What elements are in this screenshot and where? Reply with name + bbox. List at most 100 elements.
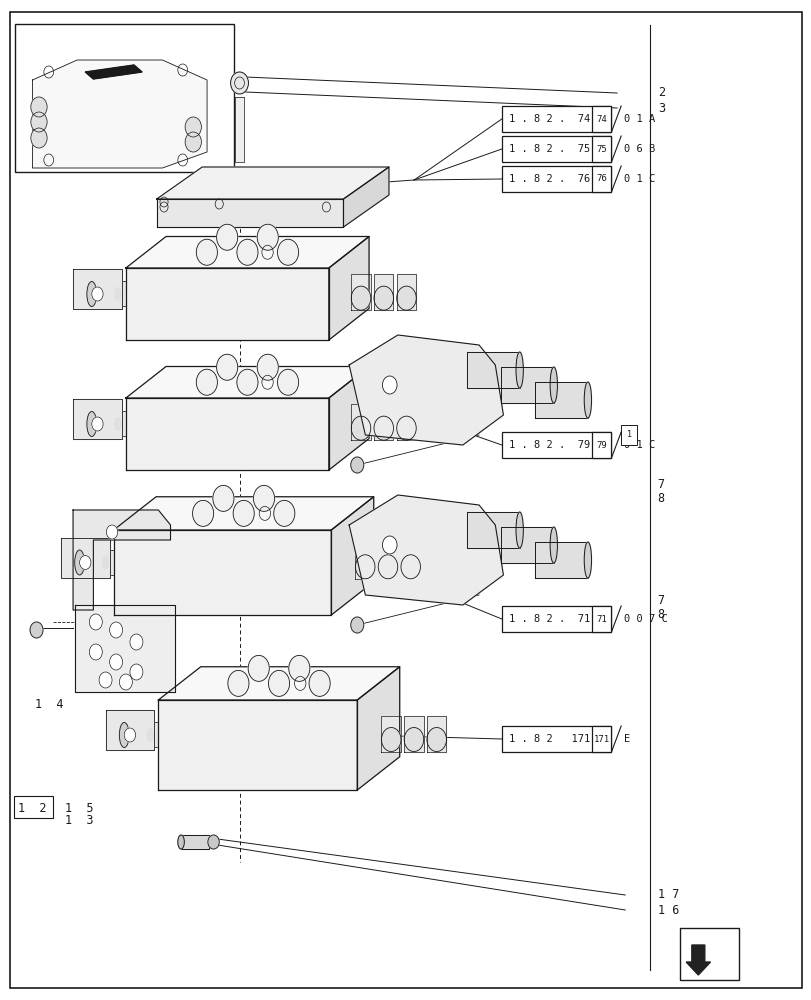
Polygon shape	[331, 497, 373, 615]
Circle shape	[109, 654, 122, 670]
Circle shape	[237, 369, 258, 395]
Polygon shape	[126, 398, 328, 470]
Bar	[92, 281, 126, 306]
Circle shape	[378, 555, 397, 579]
Circle shape	[208, 835, 219, 849]
Circle shape	[217, 224, 238, 250]
Bar	[174, 194, 311, 208]
Circle shape	[355, 555, 375, 579]
Circle shape	[374, 416, 393, 440]
Polygon shape	[32, 60, 207, 168]
Polygon shape	[157, 199, 343, 227]
Circle shape	[130, 664, 143, 680]
Circle shape	[257, 224, 278, 250]
Text: 1 . 8 2   171: 1 . 8 2 171	[508, 734, 590, 744]
Bar	[591, 432, 611, 458]
Circle shape	[277, 239, 298, 265]
Circle shape	[92, 417, 103, 431]
Circle shape	[31, 128, 47, 148]
Text: 8: 8	[657, 491, 664, 504]
Polygon shape	[378, 543, 397, 579]
Circle shape	[381, 728, 401, 752]
Ellipse shape	[87, 281, 97, 306]
Circle shape	[397, 416, 416, 440]
Polygon shape	[397, 404, 416, 440]
Circle shape	[237, 239, 258, 265]
Circle shape	[130, 634, 143, 650]
Bar	[591, 106, 611, 132]
Bar	[124, 722, 158, 747]
Text: 76: 76	[596, 174, 607, 183]
Polygon shape	[349, 335, 503, 445]
Bar	[501, 166, 611, 192]
Polygon shape	[158, 667, 399, 700]
Text: 71: 71	[596, 614, 607, 624]
Polygon shape	[534, 382, 587, 418]
Polygon shape	[114, 497, 373, 530]
Ellipse shape	[114, 288, 121, 300]
Polygon shape	[158, 700, 357, 790]
Polygon shape	[349, 495, 503, 605]
Polygon shape	[374, 274, 393, 310]
Bar	[620, 425, 637, 445]
Polygon shape	[381, 716, 401, 752]
Circle shape	[233, 500, 254, 526]
Circle shape	[268, 670, 290, 696]
Circle shape	[257, 354, 278, 380]
Circle shape	[217, 354, 238, 380]
Polygon shape	[85, 65, 142, 79]
Text: 1  4: 1 4	[35, 698, 63, 710]
Circle shape	[92, 287, 103, 301]
Polygon shape	[401, 543, 420, 579]
Bar	[501, 136, 611, 162]
Polygon shape	[157, 167, 388, 199]
Text: 0 1 C: 0 1 C	[624, 174, 654, 184]
Text: 1 . 8 2 .  71: 1 . 8 2 . 71	[508, 614, 590, 624]
Circle shape	[253, 485, 274, 511]
Bar	[235, 97, 243, 162]
Bar	[501, 432, 611, 458]
Text: 0 6 B: 0 6 B	[624, 144, 654, 154]
Ellipse shape	[119, 722, 129, 748]
Circle shape	[427, 728, 446, 752]
Text: 1 . 8 2 .  75: 1 . 8 2 . 75	[508, 144, 590, 154]
Polygon shape	[500, 367, 553, 403]
Polygon shape	[500, 527, 553, 563]
Polygon shape	[126, 236, 368, 268]
Ellipse shape	[102, 556, 109, 569]
Ellipse shape	[178, 835, 184, 849]
Polygon shape	[126, 268, 328, 340]
Polygon shape	[685, 945, 710, 975]
Circle shape	[273, 500, 294, 526]
Text: 1  2: 1 2	[18, 802, 46, 814]
Circle shape	[30, 622, 43, 638]
Circle shape	[248, 655, 269, 681]
Polygon shape	[126, 366, 368, 398]
Bar	[501, 606, 611, 632]
Circle shape	[351, 286, 371, 310]
Ellipse shape	[549, 367, 556, 403]
Polygon shape	[404, 716, 423, 752]
Polygon shape	[328, 366, 368, 470]
Text: 1  3: 1 3	[65, 814, 93, 826]
Polygon shape	[427, 716, 446, 752]
Polygon shape	[114, 530, 331, 615]
Text: 1 . 8 2 .  74: 1 . 8 2 . 74	[508, 114, 590, 124]
Polygon shape	[328, 236, 368, 340]
Text: 1 . 8 2 .  76: 1 . 8 2 . 76	[508, 174, 590, 184]
Circle shape	[185, 117, 201, 137]
Ellipse shape	[87, 411, 97, 436]
Ellipse shape	[75, 550, 84, 575]
Circle shape	[79, 556, 91, 570]
Circle shape	[106, 525, 118, 539]
Bar	[591, 166, 611, 192]
Circle shape	[185, 132, 201, 152]
Bar	[15, 24, 234, 172]
Bar	[591, 726, 611, 752]
Text: E: E	[624, 734, 630, 744]
Text: 7: 7	[657, 478, 664, 490]
Text: 74: 74	[596, 114, 607, 123]
Text: 0 0 7 C: 0 0 7 C	[624, 614, 667, 624]
Circle shape	[89, 644, 102, 660]
Circle shape	[31, 112, 47, 132]
